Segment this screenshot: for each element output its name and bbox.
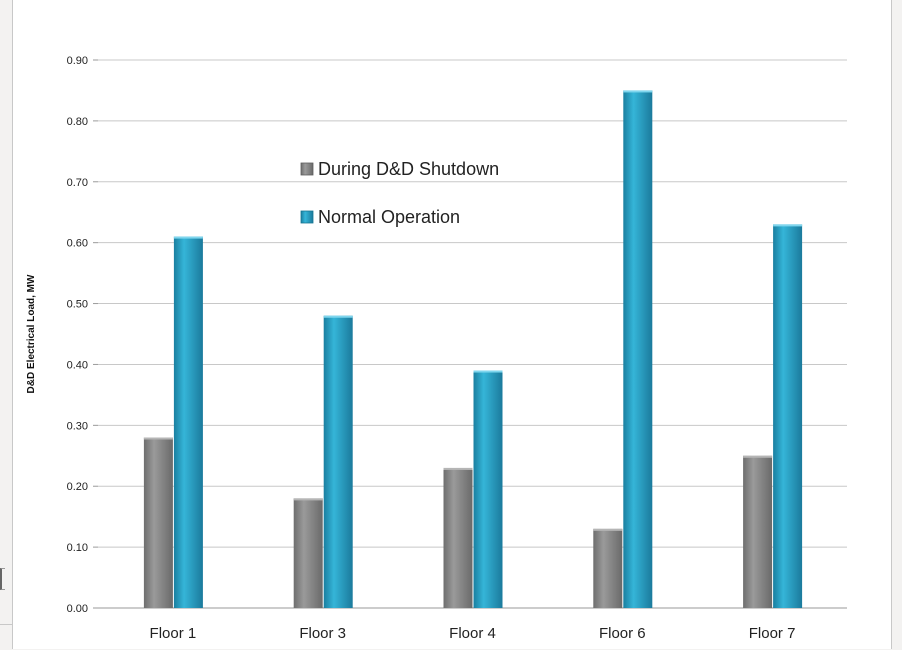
x-tick-label: Floor 6 [599, 625, 646, 642]
bar-chart: 0.00 0.10 0.20 0.30 0.40 0.50 0.60 0.70 0.80 0.90… [26, 55, 847, 642]
bar-top [623, 90, 653, 93]
y-tick-label: 0.70 [67, 177, 88, 189]
y-tick-label: 0.90 [67, 55, 88, 67]
legend-label: During D&D Shutdown [318, 159, 499, 179]
y-tick-label: 0.50 [67, 299, 88, 311]
bar-shutdown [293, 498, 323, 608]
bar-top [143, 437, 173, 440]
x-tick-label: Floor 4 [449, 625, 496, 642]
x-tick-label: Floor 1 [150, 625, 197, 642]
bar-top [593, 528, 623, 531]
y-axis: 0.00 0.10 0.20 0.30 0.40 0.50 0.60 0.70 0.80 0.90 [67, 55, 98, 615]
bar-shutdown [443, 467, 473, 608]
bottom-strip [0, 624, 12, 650]
y-tick-label: 0.00 [67, 603, 88, 615]
bar-normal [623, 90, 653, 608]
bar-shutdown [743, 455, 773, 608]
gridlines [98, 59, 847, 609]
legend-swatch [300, 210, 314, 224]
y-tick-label: 0.10 [67, 542, 88, 554]
chart-area: 0.00 0.10 0.20 0.30 0.40 0.50 0.60 0.70 0.80 0.90… [12, 0, 892, 649]
x-axis: Floor 1 Floor 3 Floor 4 Floor 6 Floor 7 [150, 625, 796, 642]
x-tick-label: Floor 3 [299, 625, 346, 642]
bar-top [173, 236, 203, 239]
legend-label: Normal Operation [318, 207, 460, 227]
bar-shutdown [143, 437, 173, 608]
bars [143, 90, 803, 609]
y-tick-label: 0.30 [67, 420, 88, 432]
bar-normal [473, 370, 503, 608]
edge-marker [0, 568, 5, 590]
bar-top [293, 498, 323, 501]
y-tick-label: 0.20 [67, 481, 88, 493]
bar-normal [173, 236, 203, 609]
bar-top [443, 467, 473, 470]
bar-normal [323, 315, 353, 608]
bar-normal [773, 224, 803, 608]
bar-shutdown [593, 528, 623, 608]
bar-top [773, 224, 803, 227]
y-tick-label: 0.80 [67, 116, 88, 128]
y-tick-label: 0.40 [67, 359, 88, 371]
bar-top [323, 315, 353, 318]
legend-swatch [300, 162, 314, 176]
y-axis-title: D&D Electrical Load, MW [26, 274, 37, 393]
x-tick-label: Floor 7 [749, 625, 796, 642]
bar-top [473, 370, 503, 373]
y-tick-label: 0.60 [67, 238, 88, 250]
legend: During D&D Shutdown Normal Operation [300, 159, 499, 227]
bar-top [743, 455, 773, 458]
